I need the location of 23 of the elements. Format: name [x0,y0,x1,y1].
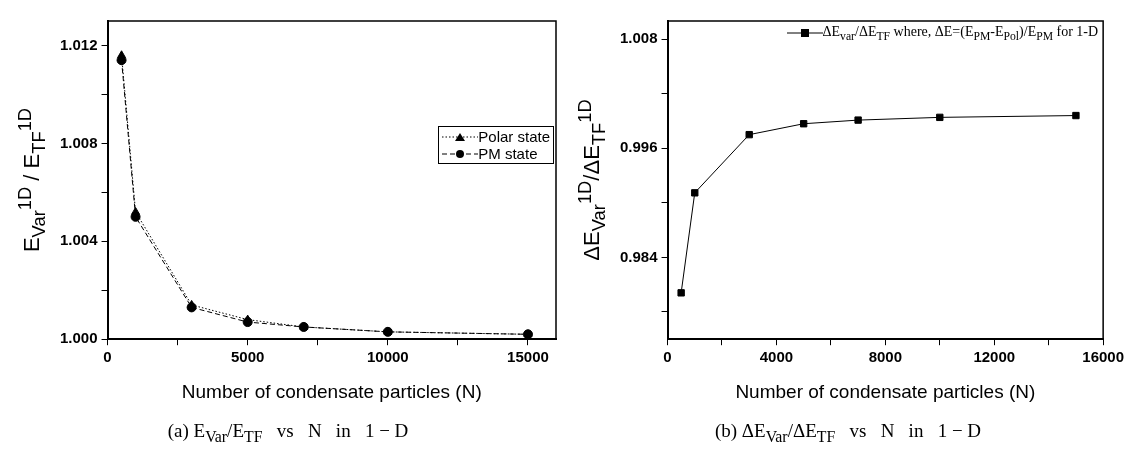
y-tick-label: 1.008 [59,133,98,151]
x-tick-label: 16000 [1082,348,1124,366]
text: ΔE$_{var}$/ΔE$_{TF}$ where, ΔE=(E$_{PM}$-E$_{Pol}$)/E$_{PM}$ for 1-D [822,24,1099,43]
x-tick-label: 0 [663,348,672,366]
y-tick-label: 0.984 [619,247,659,265]
y-tick-label: 1.012 [59,35,98,53]
x-tick-label: 15000 [507,348,549,366]
y-tick-label: 1.008 [619,29,658,47]
x-tick-label: 0 [103,348,112,366]
legend-label: PM state [478,145,538,162]
x-tick-label: 12000 [973,348,1016,366]
text: (a) E$_{Var}$/E$_{TF}$ vs N in 1 − D [166,420,410,446]
text: (b) ΔE$_{Var}$/ΔE$_{TF}$ vs N in 1 − D [713,420,983,446]
y-tick-label: 1.004 [59,231,99,249]
x-axis-title: Number of condensate particles (N) [735,380,1036,402]
legend-label: Polar state [478,128,550,145]
x-tick-label: 4000 [759,348,794,366]
y-tick-label: 0.996 [619,138,658,156]
x-tick-label: 10000 [366,348,409,366]
y-tick-label: 1.000 [59,329,98,347]
x-tick-label: 5000 [230,348,265,366]
x-tick-label: 8000 [868,348,903,366]
x-axis-title: Number of condensate particles (N) [181,380,482,402]
